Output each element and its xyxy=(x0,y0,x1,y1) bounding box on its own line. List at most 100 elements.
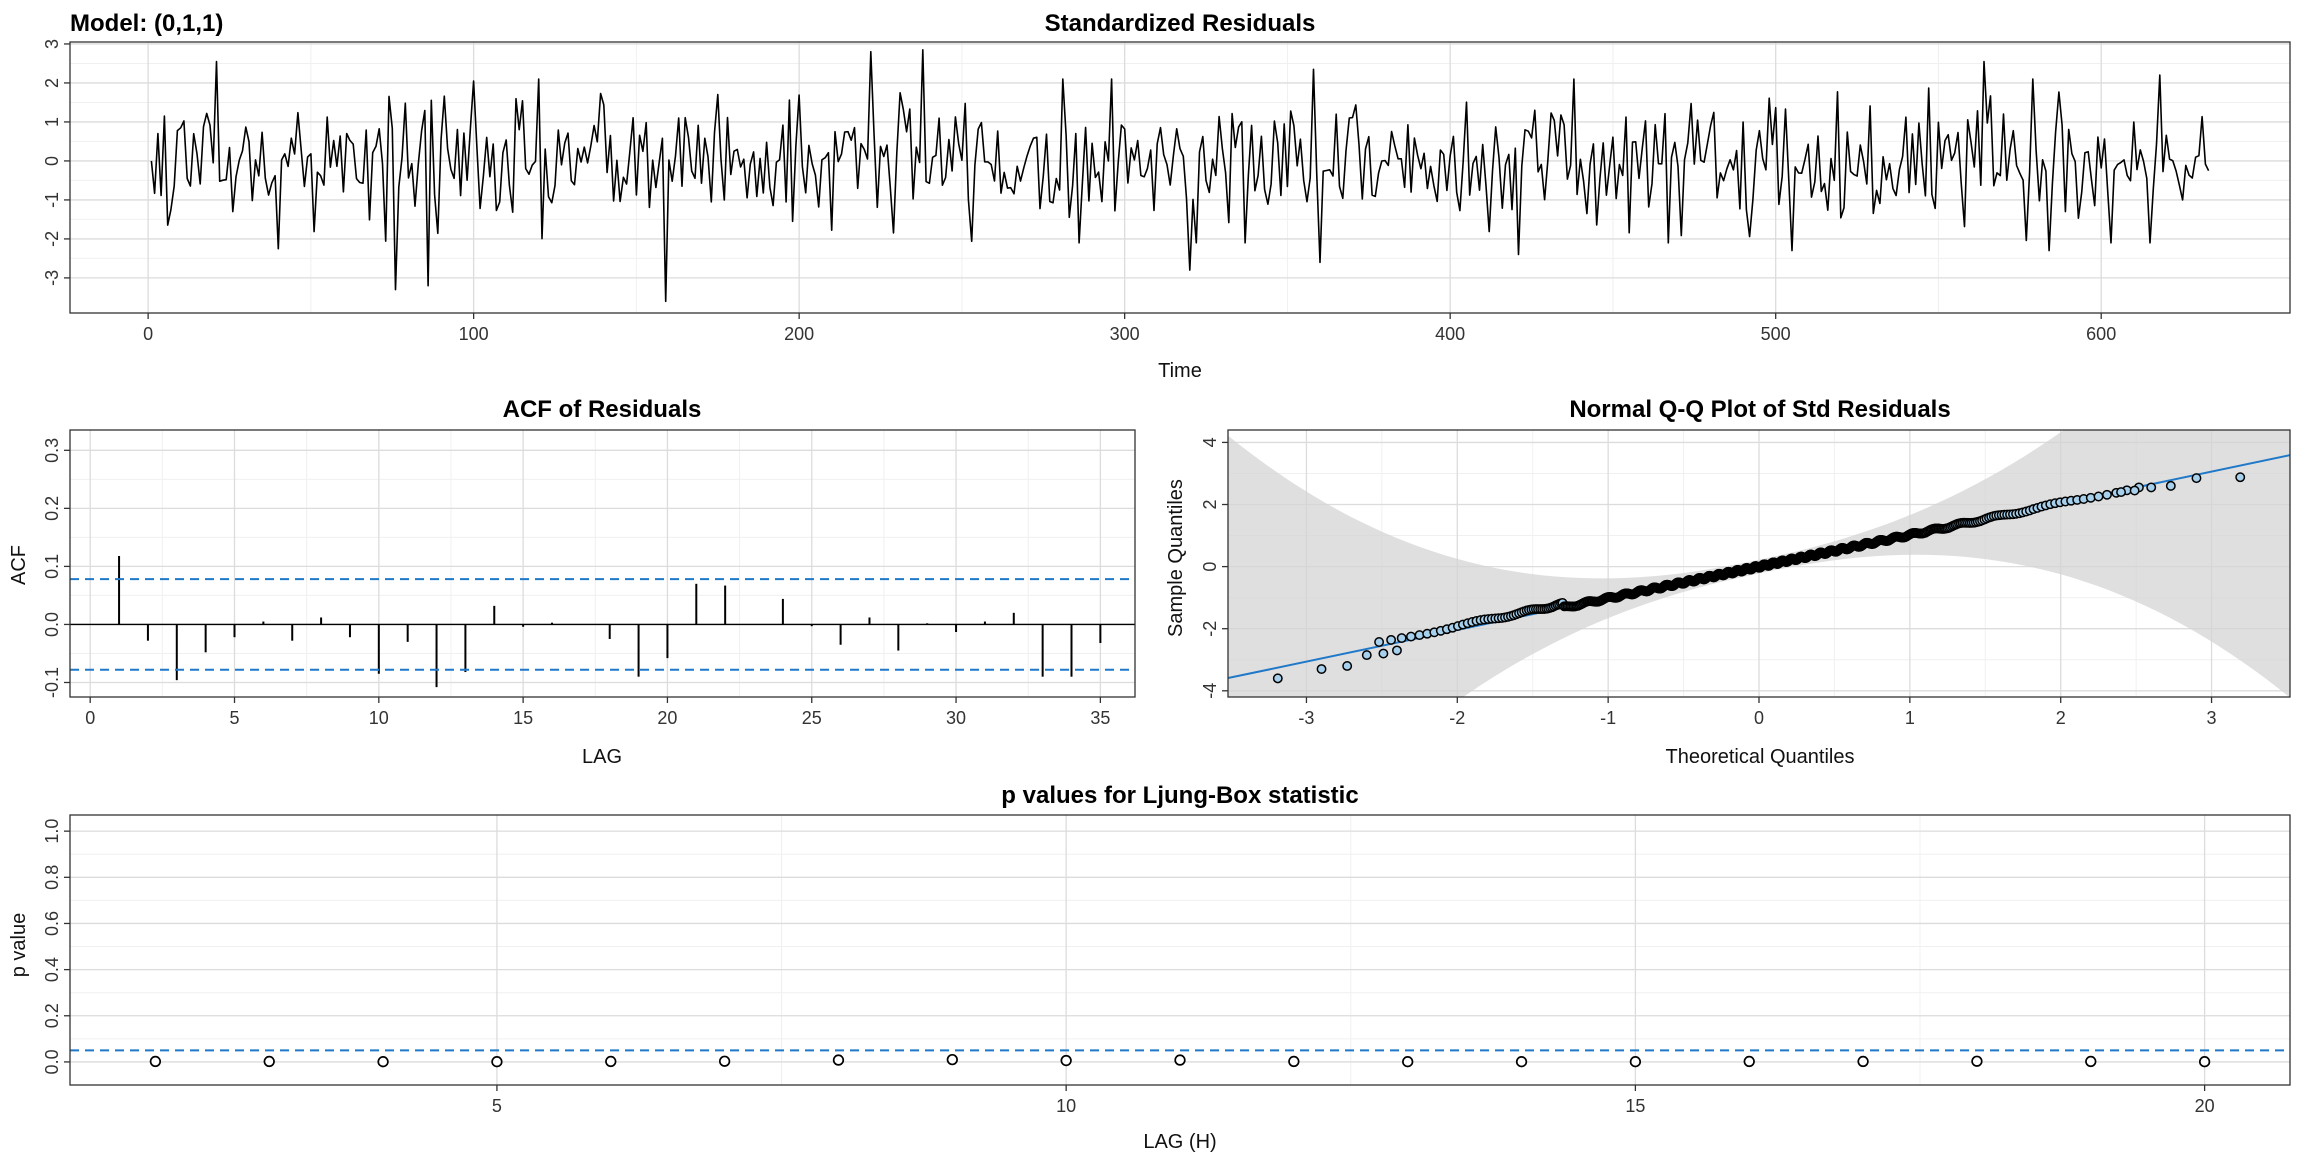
x-tick-label: 400 xyxy=(1435,324,1465,344)
p-value-point xyxy=(263,1055,275,1068)
y-tick-label: 2 xyxy=(1200,500,1220,510)
qq-point xyxy=(2235,472,2246,483)
qq-point xyxy=(1386,634,1397,645)
x-tick-label: -3 xyxy=(1298,708,1314,728)
ljung-box-panel: 5 10 15 20 0.0 0.2 0.4 0.6 0.8 1.0 p values for L… xyxy=(8,782,2291,1152)
p-value-point xyxy=(1288,1055,1300,1068)
y-tick-label: -0.1 xyxy=(42,667,62,698)
x-tick-label: 5 xyxy=(492,1096,502,1116)
x-tick-label: 0 xyxy=(1754,708,1764,728)
x-tick-label: 15 xyxy=(1625,1096,1645,1116)
qq-point xyxy=(1392,645,1402,656)
acf-marks xyxy=(70,555,1135,688)
qq-ticks: -3 -2 -1 0 1 2 3 -4 -2 0 2 4 xyxy=(1200,437,2217,728)
qq-point xyxy=(2165,480,2176,491)
qq-point xyxy=(1316,664,1327,675)
qq-point xyxy=(1414,630,1425,641)
y-tick-label: 0.4 xyxy=(42,957,62,982)
x-tick-label: 200 xyxy=(784,324,814,344)
y-tick-label: -2 xyxy=(42,231,62,247)
qq-point xyxy=(2093,491,2104,502)
p-value-point xyxy=(2198,1056,2211,1068)
acf-title: ACF of Residuals xyxy=(503,396,702,423)
p-value-point xyxy=(718,1055,731,1067)
qq-point xyxy=(1396,633,1407,644)
y-tick-label: 1 xyxy=(42,117,62,127)
ljung-box-y-label: p value xyxy=(8,913,30,978)
residuals-title: Standardized Residuals xyxy=(1045,10,1316,37)
y-tick-label: -3 xyxy=(42,270,62,286)
qq-point xyxy=(2146,482,2157,493)
ljung-box-ticks: 5 10 15 20 0.0 0.2 0.4 0.6 0.8 1.0 xyxy=(42,819,2215,1116)
ljung-box-marks xyxy=(70,1049,2290,1068)
x-tick-label: 100 xyxy=(459,324,489,344)
p-value-point xyxy=(832,1054,845,1066)
ljung-box-x-label: LAG (H) xyxy=(1143,1131,1216,1152)
y-tick-label: 0.1 xyxy=(42,554,62,579)
y-tick-label: -2 xyxy=(1200,621,1220,637)
qq-point xyxy=(2116,487,2126,498)
p-value-point xyxy=(1971,1055,1983,1067)
x-tick-label: 20 xyxy=(657,708,677,728)
p-value-point xyxy=(1629,1056,1642,1068)
y-tick-label: 0 xyxy=(42,156,62,166)
y-tick-label: 0.2 xyxy=(42,1003,62,1028)
qq-y-label: Sample Quantiles xyxy=(1165,479,1187,637)
qq-x-label: Theoretical Quantiles xyxy=(1666,746,1855,768)
y-tick-label: 0.8 xyxy=(42,865,62,890)
acf-frame xyxy=(69,429,1136,698)
ljung-box-frame xyxy=(69,814,2291,1086)
qq-point xyxy=(2191,473,2202,484)
p-value-point xyxy=(1743,1055,1755,1068)
x-tick-label: 10 xyxy=(1056,1096,1076,1116)
ljung-box-title: p values for Ljung-Box statistic xyxy=(1001,782,1358,809)
x-tick-label: 0 xyxy=(143,324,153,344)
y-tick-label: 0.0 xyxy=(42,612,62,637)
x-tick-label: 2 xyxy=(2056,708,2066,728)
y-tick-label: 0.2 xyxy=(42,496,62,521)
qq-point xyxy=(1378,648,1389,659)
acf-y-label: ACF xyxy=(8,545,30,585)
p-value-point xyxy=(946,1053,958,1066)
residuals-ticks: 0 100 200 300 400 500 600 -3 -2 -1 0 1 2 3 xyxy=(42,39,2116,344)
y-tick-label: 2 xyxy=(42,78,62,88)
p-value-point xyxy=(2085,1055,2097,1068)
qq-point xyxy=(2129,485,2140,496)
qq-title: Normal Q-Q Plot of Std Residuals xyxy=(1569,396,1950,423)
x-tick-label: 25 xyxy=(802,708,822,728)
qq-point xyxy=(1342,661,1353,671)
y-tick-label: 1.0 xyxy=(42,819,62,844)
x-tick-label: -2 xyxy=(1449,708,1465,728)
p-value-point xyxy=(491,1056,503,1068)
acf-panel: 0 5 10 15 20 25 30 35 -0.1 0.0 0.1 0.2 0.3 ACF of Re… xyxy=(8,396,1136,768)
acf-ticks: 0 5 10 15 20 25 30 35 -0.1 0.0 0.1 0.2 0.3 xyxy=(42,438,1110,728)
qq-point xyxy=(1374,637,1385,647)
p-value-point xyxy=(377,1056,389,1068)
p-value-point xyxy=(1857,1055,1869,1068)
residuals-panel: 0 100 200 300 400 500 600 -3 -2 -1 0 1 2 3 Standardiz… xyxy=(42,10,2291,382)
y-tick-label: 3 xyxy=(42,39,62,49)
qq-point xyxy=(1406,631,1416,642)
qq-point xyxy=(2102,489,2112,500)
x-tick-label: 1 xyxy=(1905,708,1915,728)
p-value-point xyxy=(1515,1056,1528,1068)
x-tick-label: 300 xyxy=(1110,324,1140,344)
residuals-frame xyxy=(69,41,2291,314)
x-tick-label: -1 xyxy=(1600,708,1616,728)
residuals-line xyxy=(150,49,2210,303)
model-label: Model: (0,1,1) xyxy=(70,10,223,37)
y-tick-label: 0.0 xyxy=(42,1049,62,1074)
y-tick-label: -1 xyxy=(42,192,62,208)
qq-point xyxy=(1361,650,1372,661)
p-value-point xyxy=(605,1055,617,1068)
x-tick-label: 5 xyxy=(230,708,240,728)
x-tick-label: 500 xyxy=(1761,324,1791,344)
p-value-point xyxy=(149,1055,162,1068)
residuals-x-label: Time xyxy=(1158,360,1202,382)
y-tick-label: -4 xyxy=(1200,683,1220,699)
x-tick-label: 30 xyxy=(946,708,966,728)
residuals-series xyxy=(150,49,2210,303)
x-tick-label: 15 xyxy=(513,708,533,728)
p-value-point xyxy=(1402,1056,1414,1068)
